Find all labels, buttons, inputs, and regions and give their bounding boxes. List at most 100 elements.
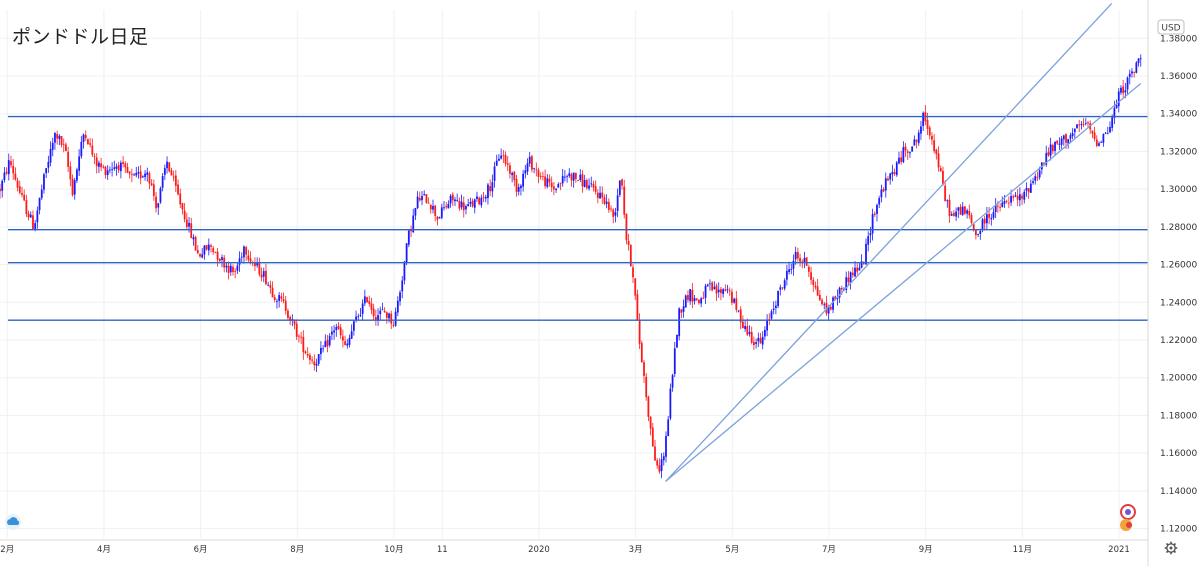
candle-body [190, 223, 193, 238]
candle-body [440, 207, 443, 218]
candle-body [847, 277, 850, 282]
price-axis: 1.12000 1.14000 1.16000 1.18000 1.20000 1.220… [1147, 0, 1197, 566]
candle-body [265, 270, 267, 285]
candle-body [1073, 128, 1076, 133]
candle-body [491, 182, 494, 192]
candle-body [583, 180, 586, 187]
candle-body [335, 327, 338, 331]
candle-body [590, 183, 593, 185]
candle-body [662, 456, 665, 461]
candle-body [148, 173, 151, 184]
candle-body [640, 343, 643, 363]
candle-body [130, 174, 133, 175]
candle-body [126, 167, 129, 173]
candle-body [891, 172, 894, 175]
candle-body [309, 354, 311, 360]
candle-body [161, 176, 164, 188]
candle-body [172, 176, 175, 178]
candle-body [975, 230, 977, 236]
y-tick-label: 1.32000 [1160, 147, 1197, 157]
candle-body [546, 178, 549, 187]
candle-body [1091, 130, 1094, 134]
candle-body [451, 194, 454, 201]
candle-body [746, 326, 749, 335]
candle-body [504, 154, 507, 164]
candle-body [542, 176, 544, 177]
trend-line [665, 83, 1142, 482]
y-tick-label: 1.16000 [1160, 449, 1197, 459]
candle-body [803, 257, 806, 263]
candle-body [427, 202, 430, 204]
candle-body [766, 319, 768, 331]
gear-icon[interactable] [1164, 541, 1178, 555]
candle-body [1126, 77, 1129, 90]
candle-body [1016, 195, 1019, 200]
trend-lines [665, 2, 1142, 482]
candle-body [799, 257, 801, 262]
candle-body [322, 348, 325, 350]
candle-body [159, 188, 162, 203]
candle-body [1139, 58, 1142, 60]
candle-body [315, 363, 318, 366]
candle-body [520, 185, 522, 189]
candle-body [1056, 140, 1059, 144]
candle-body [447, 203, 450, 209]
candle-body [168, 162, 171, 172]
candle-body [113, 167, 116, 169]
candle-body [388, 313, 390, 319]
candle-body [471, 200, 474, 207]
candle-body [1067, 139, 1070, 144]
x-tick-label: 4月 [97, 545, 111, 555]
candle-body [911, 146, 914, 152]
candle-body [82, 134, 85, 142]
candle-body [922, 112, 925, 126]
candle-body [678, 308, 681, 337]
candle-body [522, 173, 525, 187]
candle-body [1018, 194, 1021, 201]
candle-body [972, 224, 975, 230]
y-tick-label: 1.20000 [1160, 374, 1197, 384]
candle-body [814, 285, 817, 288]
candle-body [258, 262, 261, 275]
x-tick-label: 11 [437, 545, 448, 555]
candle-body [748, 331, 751, 334]
y-tick-label: 1.22000 [1160, 336, 1197, 346]
candle-body [1106, 133, 1109, 135]
candle-body [396, 300, 399, 313]
candle-body [821, 299, 823, 305]
candle-body [643, 362, 645, 376]
candle-body [43, 174, 45, 190]
candle-body [1025, 188, 1028, 191]
candle-body [21, 192, 23, 195]
candle-body [278, 295, 281, 301]
candle-body [460, 201, 463, 208]
candle-body [893, 172, 896, 174]
candle-body [777, 290, 779, 306]
candle-body [333, 330, 335, 333]
candle-body [234, 271, 237, 272]
candle-body [1065, 134, 1067, 143]
candle-body [359, 314, 362, 316]
candle-body [469, 202, 472, 204]
candle-body [856, 267, 859, 272]
candle-body [840, 288, 843, 290]
candle-body [352, 321, 355, 331]
candle-body [133, 174, 135, 176]
candle-body [713, 286, 716, 290]
candle-body [56, 134, 59, 139]
candle-body [216, 251, 219, 260]
candle-body [928, 127, 931, 136]
candle-body [1027, 188, 1030, 193]
candle-body [948, 199, 951, 216]
candle-body [858, 267, 861, 271]
candle-body [618, 180, 621, 195]
candle-body [805, 257, 808, 266]
indicator-badge-icon[interactable] [1120, 504, 1136, 531]
candle-body [654, 446, 656, 461]
candle-body [306, 353, 309, 356]
candle-body [656, 460, 659, 466]
candle-body [1060, 138, 1063, 145]
cloud-icon[interactable] [5, 514, 21, 530]
candle-body [1036, 177, 1039, 179]
candle-body [247, 255, 250, 260]
